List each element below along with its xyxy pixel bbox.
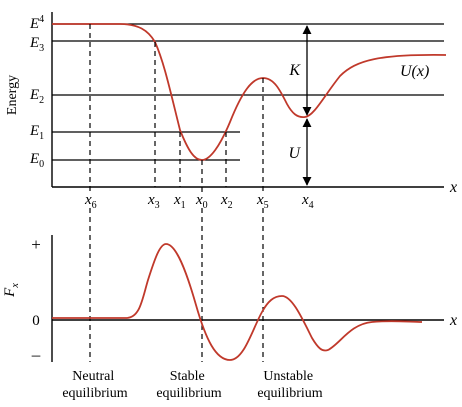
force-minus-label: – — [31, 345, 41, 364]
stable-equilibrium-label: Stable equilibrium — [156, 369, 221, 401]
bottom-x-axis-label: x — [449, 312, 457, 329]
x5-tick-label: x5 — [256, 192, 269, 211]
curve-label: U(x) — [400, 63, 429, 80]
x0-tick-label: x0 — [195, 192, 208, 211]
unstable-equilibrium-label: Unstable equilibrium — [257, 369, 322, 401]
potential-energy-label: U — [288, 145, 301, 162]
level-e0-label: E0 — [29, 151, 44, 170]
force-axis-label: Fx — [2, 283, 21, 298]
kinetic-energy-label: K — [288, 62, 301, 79]
top-x-axis-label: x — [449, 179, 457, 196]
x6-tick-label: x6 — [84, 192, 97, 211]
force-zero-label: 0 — [32, 313, 40, 329]
x1-tick-label: x1 — [173, 192, 186, 211]
force-plus-label: + — [31, 235, 41, 254]
level-e1-label: E1 — [29, 123, 44, 142]
x2-tick-label: x2 — [220, 192, 233, 211]
potential-energy-curve — [52, 23, 447, 161]
level-e2-label: E2 — [29, 87, 44, 106]
level-e3-label: E3 — [29, 35, 44, 54]
level-e4-label: E4 — [29, 14, 44, 32]
energy-axis-label: Energy — [5, 75, 20, 115]
neutral-equilibrium-label: Neutral equilibrium — [62, 369, 127, 401]
force-curve — [52, 243, 423, 361]
x4-tick-label: x4 — [301, 192, 314, 211]
x3-tick-label: x3 — [147, 192, 160, 211]
